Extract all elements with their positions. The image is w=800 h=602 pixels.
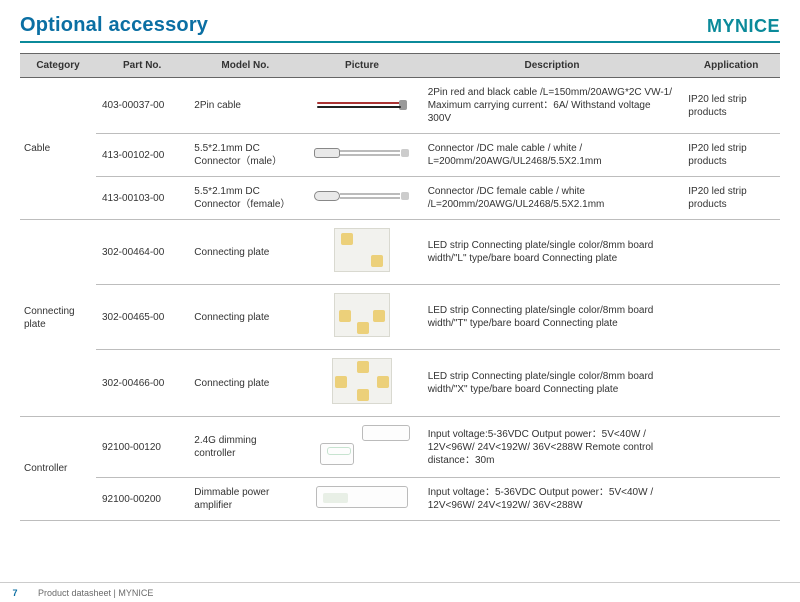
page-number: 7 (0, 588, 30, 598)
page-title: Optional accessory (20, 14, 208, 37)
partno-cell: 302-00466-00 (96, 350, 188, 417)
category-cell: Connecting plate (20, 220, 96, 417)
picture-cell (302, 78, 421, 134)
description-cell: 2Pin red and black cable /L=150mm/20AWG*… (422, 78, 683, 134)
table-row: 413-00102-005.5*2.1mm DC Connector（male）… (20, 134, 780, 177)
picture-power-amplifier (316, 486, 408, 508)
picture-dimming-controller (312, 425, 412, 465)
picture-plate-l (334, 228, 390, 272)
application-cell (682, 350, 780, 417)
picture-cell (302, 177, 421, 220)
table-row: Cable403-00037-002Pin cable2Pin red and … (20, 78, 780, 134)
picture-cell (302, 417, 421, 478)
description-cell: Input voltage:5-36VDC Output power：5V<40… (422, 417, 683, 478)
table-row: 302-00466-00Connecting plate LED strip Co… (20, 350, 780, 417)
modelno-cell: Dimmable power amplifier (188, 478, 302, 521)
description-cell: LED strip Connecting plate/single color/… (422, 220, 683, 285)
col-application: Application (682, 54, 780, 78)
description-cell: Input voltage：5-36VDC Output power：5V<40… (422, 478, 683, 521)
picture-cell (302, 478, 421, 521)
col-category: Category (20, 54, 96, 78)
category-cell: Cable (20, 78, 96, 220)
footer-text: Product datasheet | MYNICE (30, 588, 153, 598)
table-row: Connecting plate302-00464-00Connecting p… (20, 220, 780, 285)
description-cell: Connector /DC female cable / white /L=20… (422, 177, 683, 220)
page-footer: 7 Product datasheet | MYNICE (0, 582, 800, 602)
picture-plate-x (332, 358, 392, 404)
application-cell (682, 417, 780, 478)
picture-plate-t (334, 293, 390, 337)
modelno-cell: 5.5*2.1mm DC Connector（female） (188, 177, 302, 220)
table-row: 413-00103-005.5*2.1mm DC Connector（femal… (20, 177, 780, 220)
picture-cell (302, 220, 421, 285)
picture-cell (302, 134, 421, 177)
col-description: Description (422, 54, 683, 78)
col-modelno: Model No. (188, 54, 302, 78)
picture-dc-male (314, 146, 409, 160)
table-row: Controller92100-001202.4G dimming contro… (20, 417, 780, 478)
application-cell (682, 220, 780, 285)
partno-cell: 302-00465-00 (96, 285, 188, 350)
partno-cell: 302-00464-00 (96, 220, 188, 285)
partno-cell: 413-00103-00 (96, 177, 188, 220)
application-cell: IP20 led strip products (682, 134, 780, 177)
application-cell: IP20 led strip products (682, 177, 780, 220)
brand-logo: MYNICE (707, 16, 780, 37)
picture-cell (302, 350, 421, 417)
modelno-cell: Connecting plate (188, 350, 302, 417)
description-cell: LED strip Connecting plate/single color/… (422, 285, 683, 350)
modelno-cell: Connecting plate (188, 285, 302, 350)
application-cell: IP20 led strip products (682, 78, 780, 134)
col-picture: Picture (302, 54, 421, 78)
picture-dc-female (314, 189, 409, 203)
picture-2pin-cable (317, 102, 407, 108)
description-cell: Connector /DC male cable / white / L=200… (422, 134, 683, 177)
application-cell (682, 285, 780, 350)
partno-cell: 92100-00200 (96, 478, 188, 521)
modelno-cell: Connecting plate (188, 220, 302, 285)
picture-cell (302, 285, 421, 350)
page-header: Optional accessory MYNICE (20, 14, 780, 43)
accessory-table: Category Part No. Model No. Picture Desc… (20, 53, 780, 521)
modelno-cell: 2Pin cable (188, 78, 302, 134)
description-cell: LED strip Connecting plate/single color/… (422, 350, 683, 417)
partno-cell: 92100-00120 (96, 417, 188, 478)
application-cell (682, 478, 780, 521)
modelno-cell: 5.5*2.1mm DC Connector（male） (188, 134, 302, 177)
modelno-cell: 2.4G dimming controller (188, 417, 302, 478)
category-cell: Controller (20, 417, 96, 521)
partno-cell: 403-00037-00 (96, 78, 188, 134)
table-row: 92100-00200Dimmable power amplifier Input… (20, 478, 780, 521)
col-partno: Part No. (96, 54, 188, 78)
table-header-row: Category Part No. Model No. Picture Desc… (20, 54, 780, 78)
table-row: 302-00465-00Connecting plate LED strip Co… (20, 285, 780, 350)
partno-cell: 413-00102-00 (96, 134, 188, 177)
